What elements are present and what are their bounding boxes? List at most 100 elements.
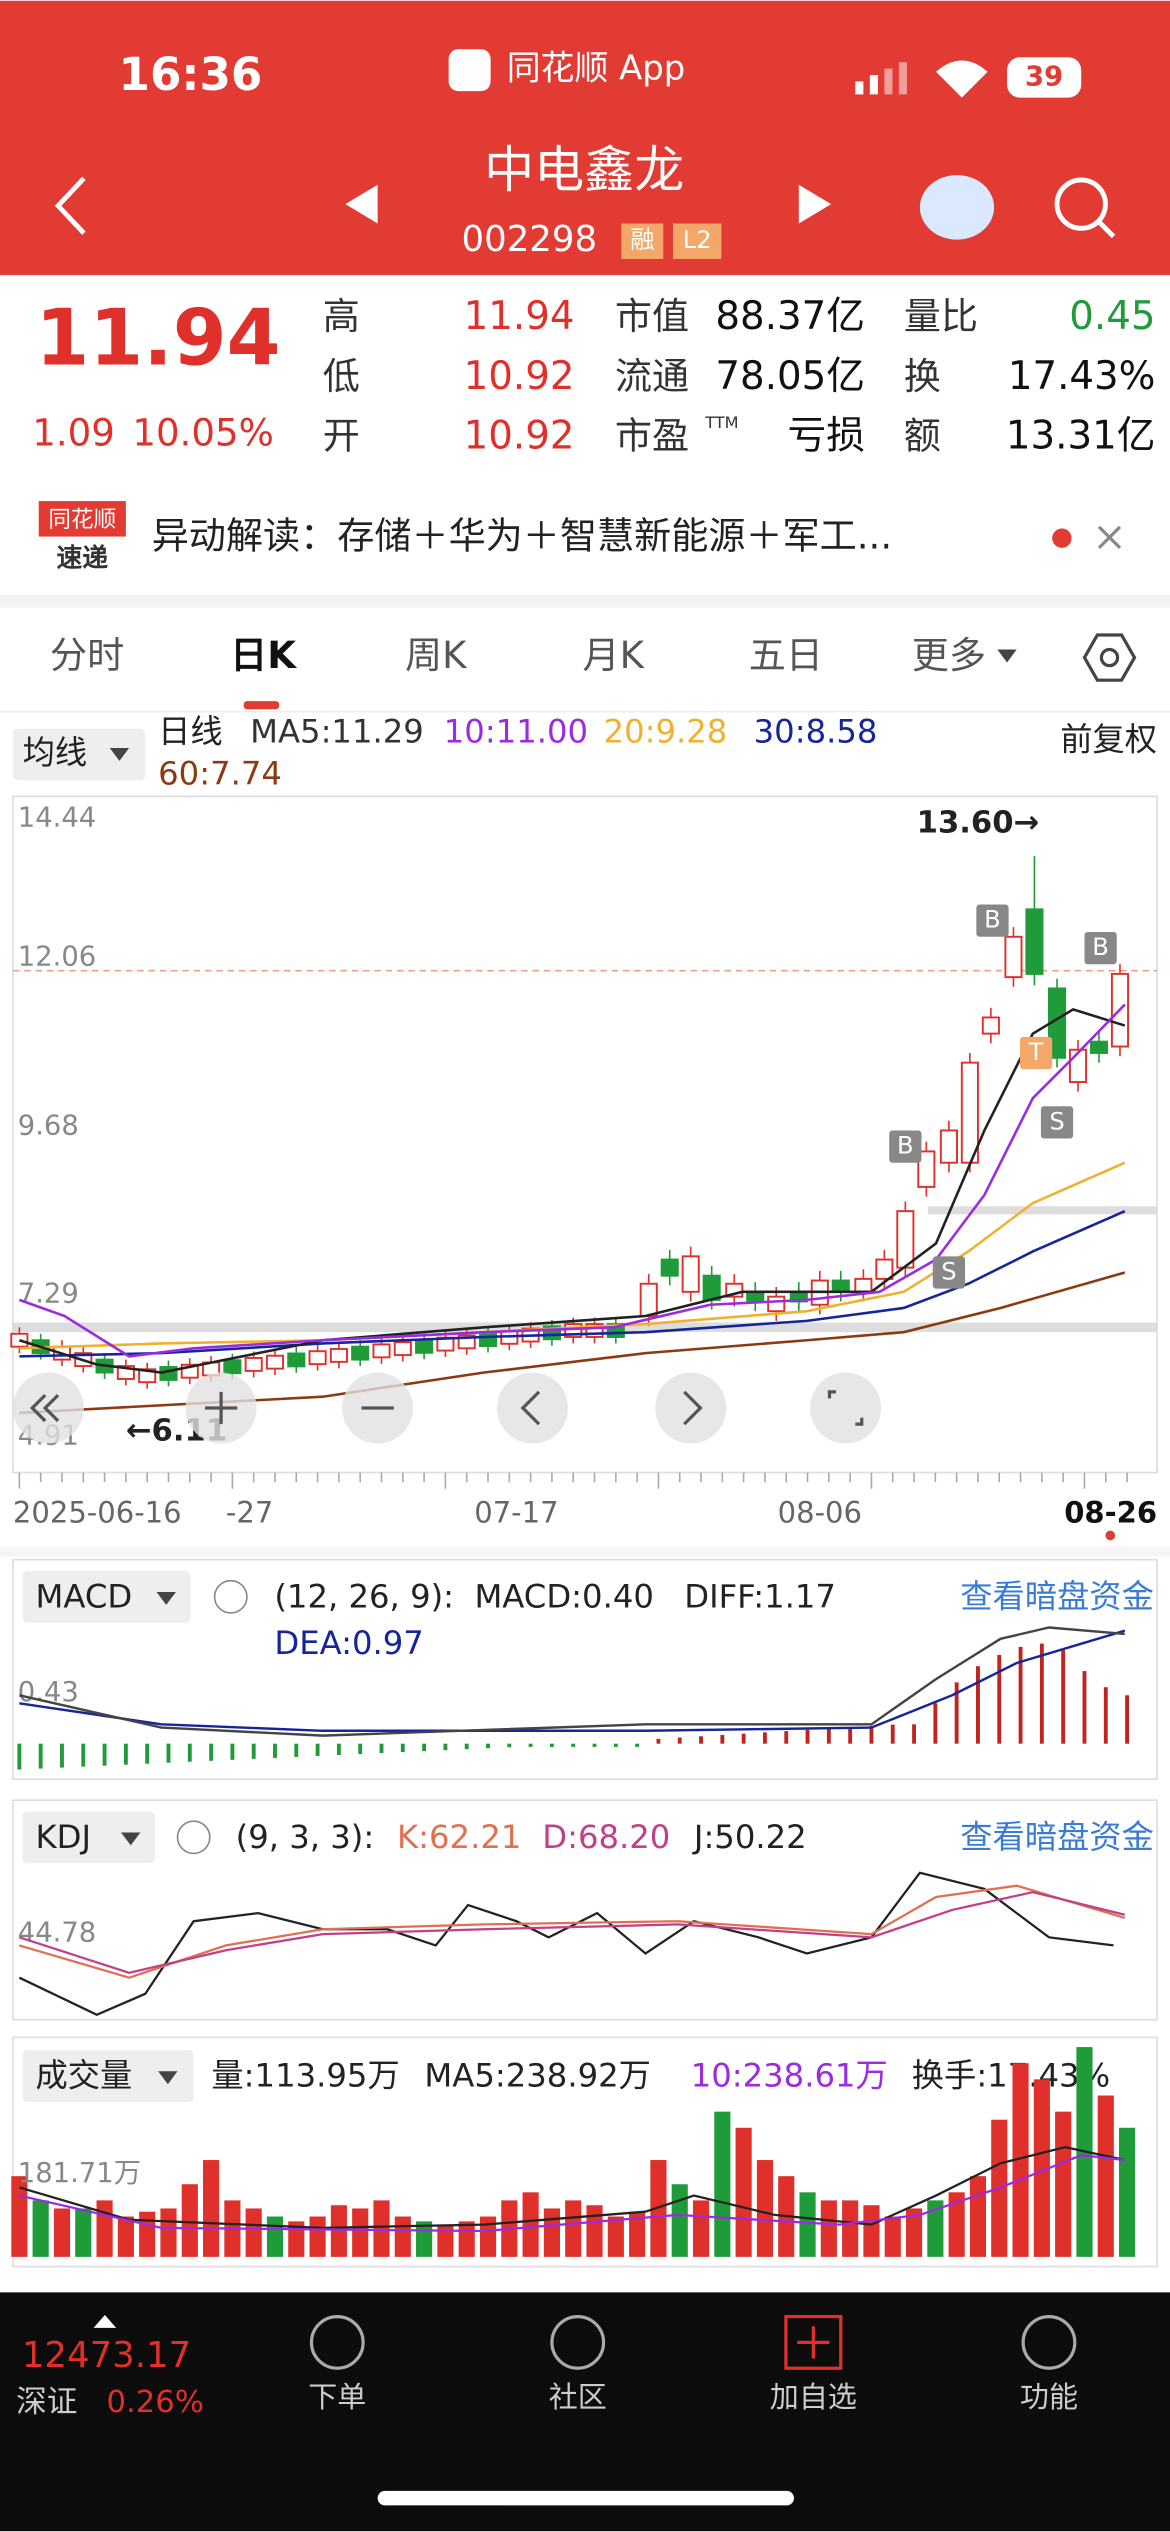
dropdown	[158, 2071, 178, 2085]
stat-label: 量比	[904, 295, 978, 338]
volume-bar	[245, 2208, 262, 2257]
ma10-line	[18, 1008, 1126, 1374]
nav-icon[interactable]	[1021, 2314, 1077, 2370]
marker: B	[897, 1132, 914, 1160]
nav-label[interactable]: 社区	[549, 2380, 607, 2414]
high-note: 13.60→	[917, 805, 1040, 840]
search[interactable]	[1054, 177, 1108, 231]
macd-selector[interactable]	[22, 1571, 191, 1623]
control-button[interactable]	[810, 1372, 882, 1444]
dropdown	[156, 1591, 176, 1605]
news-text[interactable]: 异动解读：存储＋华为＋智慧新能源＋军工...	[152, 515, 892, 558]
volume-bar	[117, 2216, 134, 2257]
ma5-line	[18, 1003, 1126, 1358]
next-stock[interactable]	[798, 184, 832, 224]
back[interactable]	[54, 176, 86, 235]
control-icon	[520, 1390, 541, 1426]
adjust[interactable]: 前复权	[1060, 721, 1157, 759]
kdj-selector[interactable]	[22, 1811, 155, 1864]
home-indicator	[377, 2490, 794, 2506]
marker: B	[984, 906, 1001, 934]
marker: T	[1028, 1038, 1044, 1066]
marker-bg	[1019, 1036, 1053, 1070]
macd-bar	[17, 1743, 22, 1770]
nav-icon[interactable]	[550, 2314, 606, 2370]
news-badge	[38, 501, 126, 537]
tab[interactable]: 更多	[912, 634, 986, 677]
robot[interactable]	[919, 175, 995, 240]
index-value[interactable]: 12473.17	[22, 2335, 191, 2376]
control-button[interactable]	[655, 1372, 727, 1444]
macd-bar	[933, 1703, 938, 1744]
wifi	[936, 60, 988, 98]
y-label: 7.29	[18, 1279, 79, 1310]
candle-body	[1004, 935, 1023, 979]
macd-bar	[571, 1743, 576, 1747]
tab[interactable]: 月K	[583, 634, 646, 677]
macd-bar	[251, 1743, 256, 1759]
macd-bar	[336, 1743, 341, 1755]
macd-bar	[912, 1724, 916, 1744]
close[interactable]	[1097, 525, 1122, 550]
settings[interactable]	[1082, 633, 1137, 682]
macd-params: (12, 26, 9):	[274, 1577, 454, 1615]
latest-dot	[1105, 1530, 1116, 1541]
ma-selector[interactable]	[12, 728, 146, 781]
help[interactable]	[176, 1820, 211, 1855]
tab[interactable]: 周K	[405, 634, 468, 677]
index-pct: 0.26%	[107, 2385, 204, 2420]
tab[interactable]: 日K	[230, 634, 297, 677]
stat-value: 88.37亿	[715, 294, 865, 339]
date-label: -27	[226, 1496, 273, 1530]
candle-body	[265, 1354, 285, 1370]
macd-bar	[507, 1743, 512, 1748]
control-button[interactable]	[497, 1372, 569, 1444]
pressure-band	[927, 1206, 1158, 1215]
nav-label[interactable]: 加自选	[770, 2380, 857, 2414]
control-button[interactable]	[12, 1372, 84, 1444]
nav-icon[interactable]	[784, 2314, 843, 2370]
volume-bar	[820, 2200, 837, 2257]
plus	[797, 2326, 830, 2359]
volume-bar	[479, 2216, 497, 2257]
volume-bar	[437, 2224, 454, 2257]
stat-value: 13.31亿	[1006, 414, 1156, 459]
stat-value: 10.92	[464, 354, 575, 399]
volume-selector[interactable]	[22, 2050, 194, 2102]
volume-bar	[53, 2208, 71, 2257]
tab[interactable]: 分时	[50, 634, 124, 677]
tab-indicator	[243, 701, 280, 710]
marker: B	[1092, 933, 1109, 961]
nav-label[interactable]: 下单	[308, 2380, 366, 2414]
dark-pool-link[interactable]: 查看暗盘资金	[960, 1818, 1154, 1856]
ma-period: 日线	[158, 712, 223, 750]
news-badge-text: 速递	[56, 543, 108, 574]
tab[interactable]: 五日	[749, 634, 823, 677]
volume-bar	[266, 2216, 284, 2257]
prev-stock[interactable]	[345, 184, 378, 224]
dark-pool-link[interactable]: 查看暗盘资金	[960, 1577, 1154, 1615]
volume-bar	[75, 2208, 92, 2257]
volume-bar	[543, 2208, 560, 2257]
macd-bar	[123, 1743, 128, 1765]
volume-bar	[160, 2208, 177, 2257]
stat-label: 市值	[615, 295, 689, 338]
dropdown	[121, 1832, 141, 1846]
volume-bar	[352, 2208, 369, 2257]
nav-icon[interactable]	[309, 2314, 365, 2370]
macd-bar	[805, 1729, 810, 1744]
candle-body	[1025, 908, 1044, 975]
macd-bar	[145, 1743, 150, 1764]
macd-bar	[890, 1724, 895, 1744]
candle-body	[1089, 1040, 1109, 1054]
volume-bar	[309, 2216, 326, 2257]
macd-bar	[997, 1654, 1002, 1744]
expand[interactable]	[93, 2314, 117, 2328]
macd-bar	[976, 1666, 980, 1744]
help[interactable]	[213, 1579, 248, 1614]
nav-label[interactable]: 功能	[1020, 2380, 1078, 2414]
macd-bar	[486, 1743, 490, 1749]
control-icon	[683, 1390, 703, 1426]
change: 1.09	[32, 411, 115, 454]
vol-ma5: MA5:238.92万	[424, 2057, 650, 2095]
